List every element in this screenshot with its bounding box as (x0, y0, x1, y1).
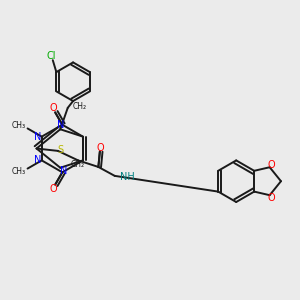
Text: O: O (268, 160, 275, 170)
Text: O: O (50, 184, 57, 194)
Text: CH₃: CH₃ (12, 167, 26, 176)
Text: N: N (60, 166, 68, 176)
Text: O: O (96, 142, 104, 153)
Text: NH: NH (120, 172, 134, 182)
Text: CH₃: CH₃ (12, 121, 26, 130)
Text: O: O (268, 193, 275, 202)
Text: CH₂: CH₂ (71, 160, 85, 169)
Text: CH₂: CH₂ (73, 102, 87, 111)
Text: N: N (57, 120, 64, 130)
Text: S: S (58, 145, 64, 155)
Text: O: O (50, 103, 57, 113)
Text: Cl: Cl (47, 51, 56, 61)
Text: N: N (34, 132, 41, 142)
Text: N: N (34, 155, 41, 165)
